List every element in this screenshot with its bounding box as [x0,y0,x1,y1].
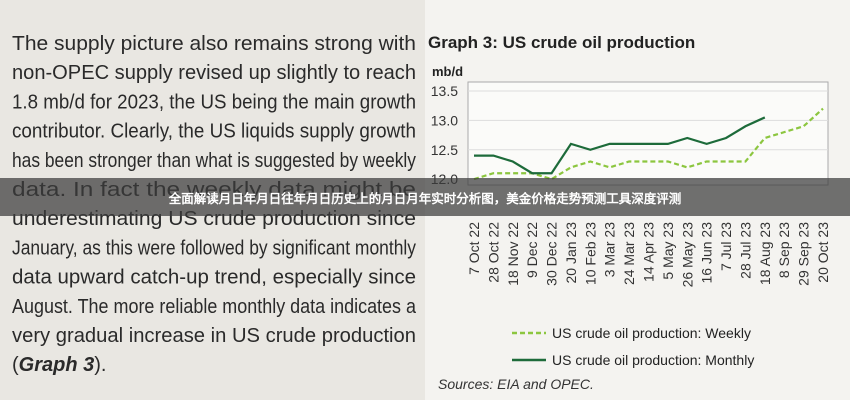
x-tick-label: 7 Jul 23 [718,222,734,271]
y-tick-label: 13.5 [431,83,458,99]
x-tick-label: 18 Nov 22 [505,222,521,286]
x-tick-label: 20 Jan 23 [563,222,579,284]
text-line: (Graph 3). [12,354,106,376]
x-tick-label: 20 Oct 23 [815,222,831,283]
legend-label: US crude oil production: Monthly [552,352,754,368]
x-tick-label: 10 Feb 23 [582,222,598,285]
series-line [474,116,766,175]
text-line: non-OPEC supply revised up slightly to r… [12,62,416,84]
source: Sources: EIA and OPEC. [438,376,594,392]
text-line: very gradual increase in US crude produc… [12,325,416,347]
text-line: The supply picture also remains strong w… [12,33,416,55]
text-line: January, as this were followed by signif… [12,237,416,259]
x-tick-label: 8 Sep 23 [776,222,792,278]
y-axis-label: mb/d [432,64,463,79]
banner: 全面解读月日年月日往年月日历史上的月日月年实时分析图，美金价格走势预测工具深度评… [168,191,682,206]
text-line: data upward catch-up trend, especially s… [12,267,416,289]
text-line: has been stronger than what is suggested… [12,150,416,172]
x-tick-label: 28 Jul 23 [737,222,753,279]
x-tick-label: 16 Jun 23 [699,222,715,284]
x-tick-label: 26 May 23 [679,222,695,288]
x-tick-label: 28 Oct 22 [485,222,501,283]
y-tick-label: 13.0 [431,112,458,128]
x-tick-label: 9 Dec 22 [524,222,540,278]
x-tick-label: 18 Aug 23 [757,222,773,285]
text-line: contributor. Clearly, the US liquids sup… [12,121,416,143]
x-tick-label: 5 May 23 [660,222,676,280]
legend-label: US crude oil production: Weekly [552,325,751,341]
x-tick-label: 29 Sep 23 [796,222,812,286]
x-tick-label: 7 Oct 22 [466,222,482,275]
x-tick-label: 3 Mar 23 [602,222,618,277]
plot-area [467,81,829,186]
y-tick-label: 12.5 [431,142,458,158]
x-tick-label: 24 Mar 23 [621,222,637,285]
x-tick-label: 14 Apr 23 [641,222,657,282]
banner-bg [0,178,850,216]
chart-title: Graph 3: US crude oil production [428,33,695,52]
text-line: 1.8 mb/d for 2023, the US being the main… [12,91,416,113]
text-span: ( [12,354,19,376]
text-line: August. The more reliable monthly data i… [12,296,417,318]
x-tick-label: 30 Dec 22 [544,222,560,286]
paragraph: The supply picture also remains strong w… [12,33,417,376]
text-span: Graph 3 [19,354,95,376]
text-span: ). [94,354,106,376]
